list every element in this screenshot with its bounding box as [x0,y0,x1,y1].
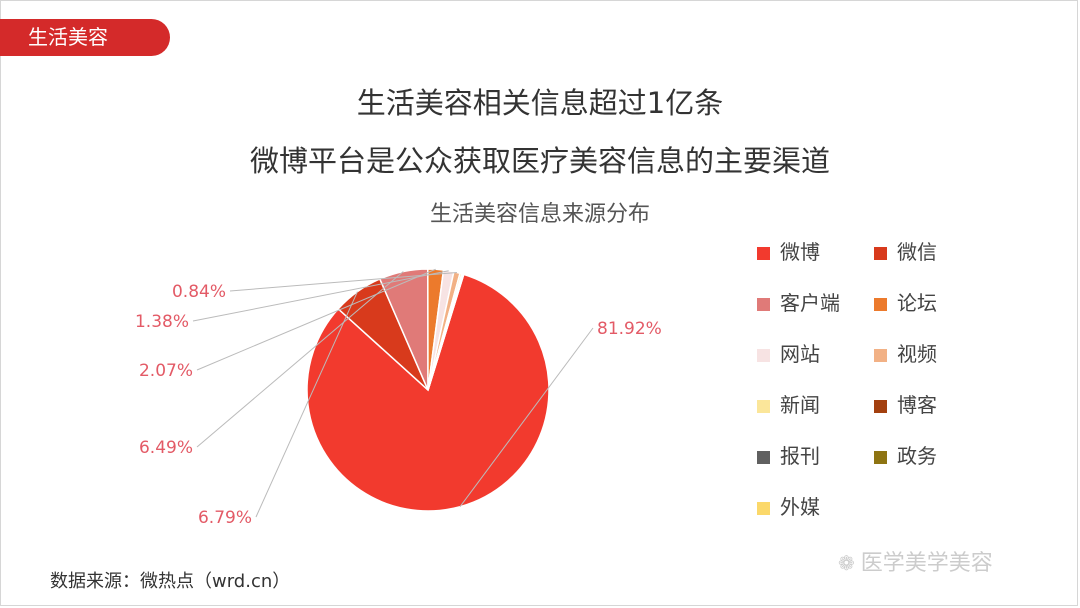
legend-swatch [757,502,770,515]
legend-item-8: 博客 [874,393,937,417]
data-label-1: 81.92% [597,319,662,339]
wechat-icon: ❁ [838,551,855,575]
headline-line2: 微博平台是公众获取医疗美容信息的主要渠道 [249,144,830,178]
legend-swatch [757,298,770,311]
legend-label: 报刊 [780,444,820,468]
legend-item-3: 客户端 [757,291,840,315]
section-tag: 生活美容 [0,19,170,56]
legend-item-5: 网站 [757,342,820,366]
headline-line1: 生活美容相关信息超过1亿条 [356,86,724,120]
leader-line-4 [196,268,436,371]
leader-line-3 [196,271,404,448]
legend-label: 论坛 [897,291,937,315]
data-label-4: 2.07% [139,361,193,381]
legend-item-9: 报刊 [757,444,820,468]
legend-label: 视频 [897,342,937,366]
watermark-text: 医学美学美容 [860,551,993,576]
leader-line-6 [229,272,457,292]
chart-title: 生活美容信息来源分布 [429,202,650,227]
data-label-2: 6.79% [198,508,252,528]
data-source: 数据来源：微热点（wrd.cn） [50,571,291,592]
legend-item-10: 政务 [874,444,937,468]
legend-swatch [874,349,887,362]
watermark: ❁ 医学美学美容 [838,545,993,577]
data-label-5: 1.38% [135,312,189,332]
legend-label: 新闻 [780,393,820,417]
legend-item-4: 论坛 [874,291,937,315]
data-label-3: 6.49% [139,438,193,458]
legend-swatch [757,247,770,260]
legend-label: 微信 [897,240,937,264]
legend-label: 微博 [780,240,820,264]
legend-item-2: 微信 [874,240,937,264]
legend-swatch [757,349,770,362]
legend-swatch [757,451,770,464]
legend-swatch [874,298,887,311]
legend-label: 外媒 [780,495,820,519]
leader-line-2 [255,291,358,518]
leader-line-1 [459,327,594,507]
data-label-6: 0.84% [172,282,226,302]
legend-swatch [874,400,887,413]
legend-swatch [874,247,887,260]
legend-swatch [874,451,887,464]
pie-slice-11 [427,273,465,391]
legend-label: 博客 [897,393,937,417]
leader-line-5 [192,270,449,322]
legend-item-7: 新闻 [757,393,820,417]
legend-label: 客户端 [780,291,840,315]
legend-item-1: 微博 [757,240,820,264]
legend-swatch [757,400,770,413]
legend-label: 政务 [897,444,937,468]
legend-item-6: 视频 [874,342,937,366]
legend-label: 网站 [780,342,820,366]
legend-item-11: 外媒 [757,495,820,519]
